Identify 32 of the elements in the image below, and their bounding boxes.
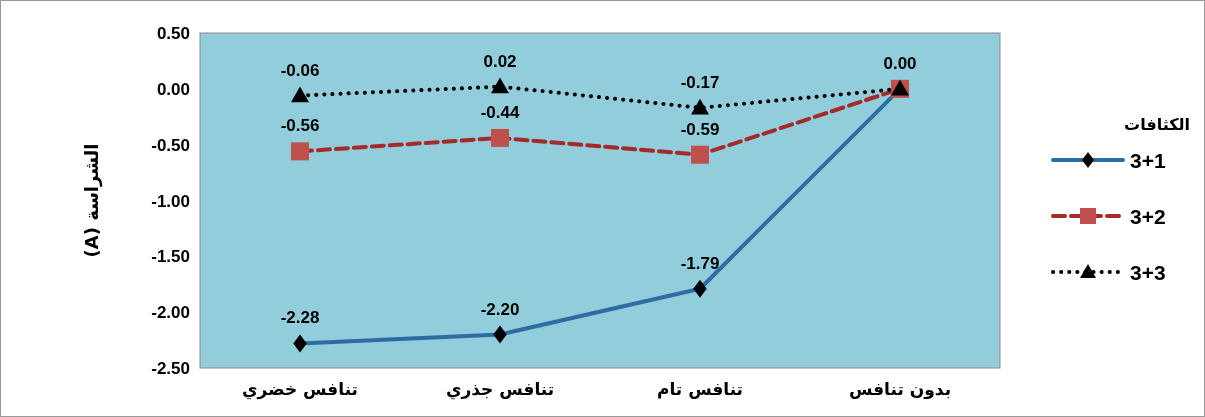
y-tick-label: -2.00 — [151, 303, 190, 323]
x-tick-label: تنافس جذري — [445, 379, 555, 400]
data-label: -0.17 — [680, 72, 720, 92]
y-tick-label: -1.50 — [151, 247, 190, 267]
data-label: -2.28 — [280, 308, 320, 328]
data-label: -0.44 — [480, 102, 520, 122]
y-tick-label: 0.50 — [156, 24, 190, 43]
y-axis-title: الشراسة (A) — [81, 143, 103, 258]
data-label: -1.79 — [680, 253, 720, 273]
point — [691, 98, 709, 115]
point — [291, 142, 309, 161]
y-tick-label: -1.00 — [151, 191, 190, 211]
x-tick-label: بدون تنافس — [848, 379, 952, 400]
point — [491, 77, 509, 94]
data-label: -2.20 — [480, 299, 520, 319]
legend-label: 3+1 — [1130, 149, 1166, 172]
y-tick-label: 0.00 — [156, 79, 190, 99]
x-tick-label: تنافس خضري — [242, 379, 358, 400]
legend-label: 3+2 — [1130, 205, 1166, 228]
data-label: -0.06 — [280, 60, 320, 80]
y-tick-label: -2.50 — [151, 359, 190, 378]
data-label: -0.56 — [280, 116, 320, 136]
point — [691, 145, 709, 164]
data-label: 0.00 — [883, 53, 917, 73]
legend-label: 3+3 — [1130, 261, 1166, 284]
data-label: 0.02 — [483, 51, 517, 71]
legend-title: الكثافات — [1124, 115, 1190, 134]
point — [491, 128, 509, 147]
data-label: -0.59 — [680, 119, 720, 139]
point — [291, 86, 309, 103]
y-tick-label: -0.50 — [151, 135, 190, 155]
x-tick-label: تنافس تام — [656, 379, 744, 399]
